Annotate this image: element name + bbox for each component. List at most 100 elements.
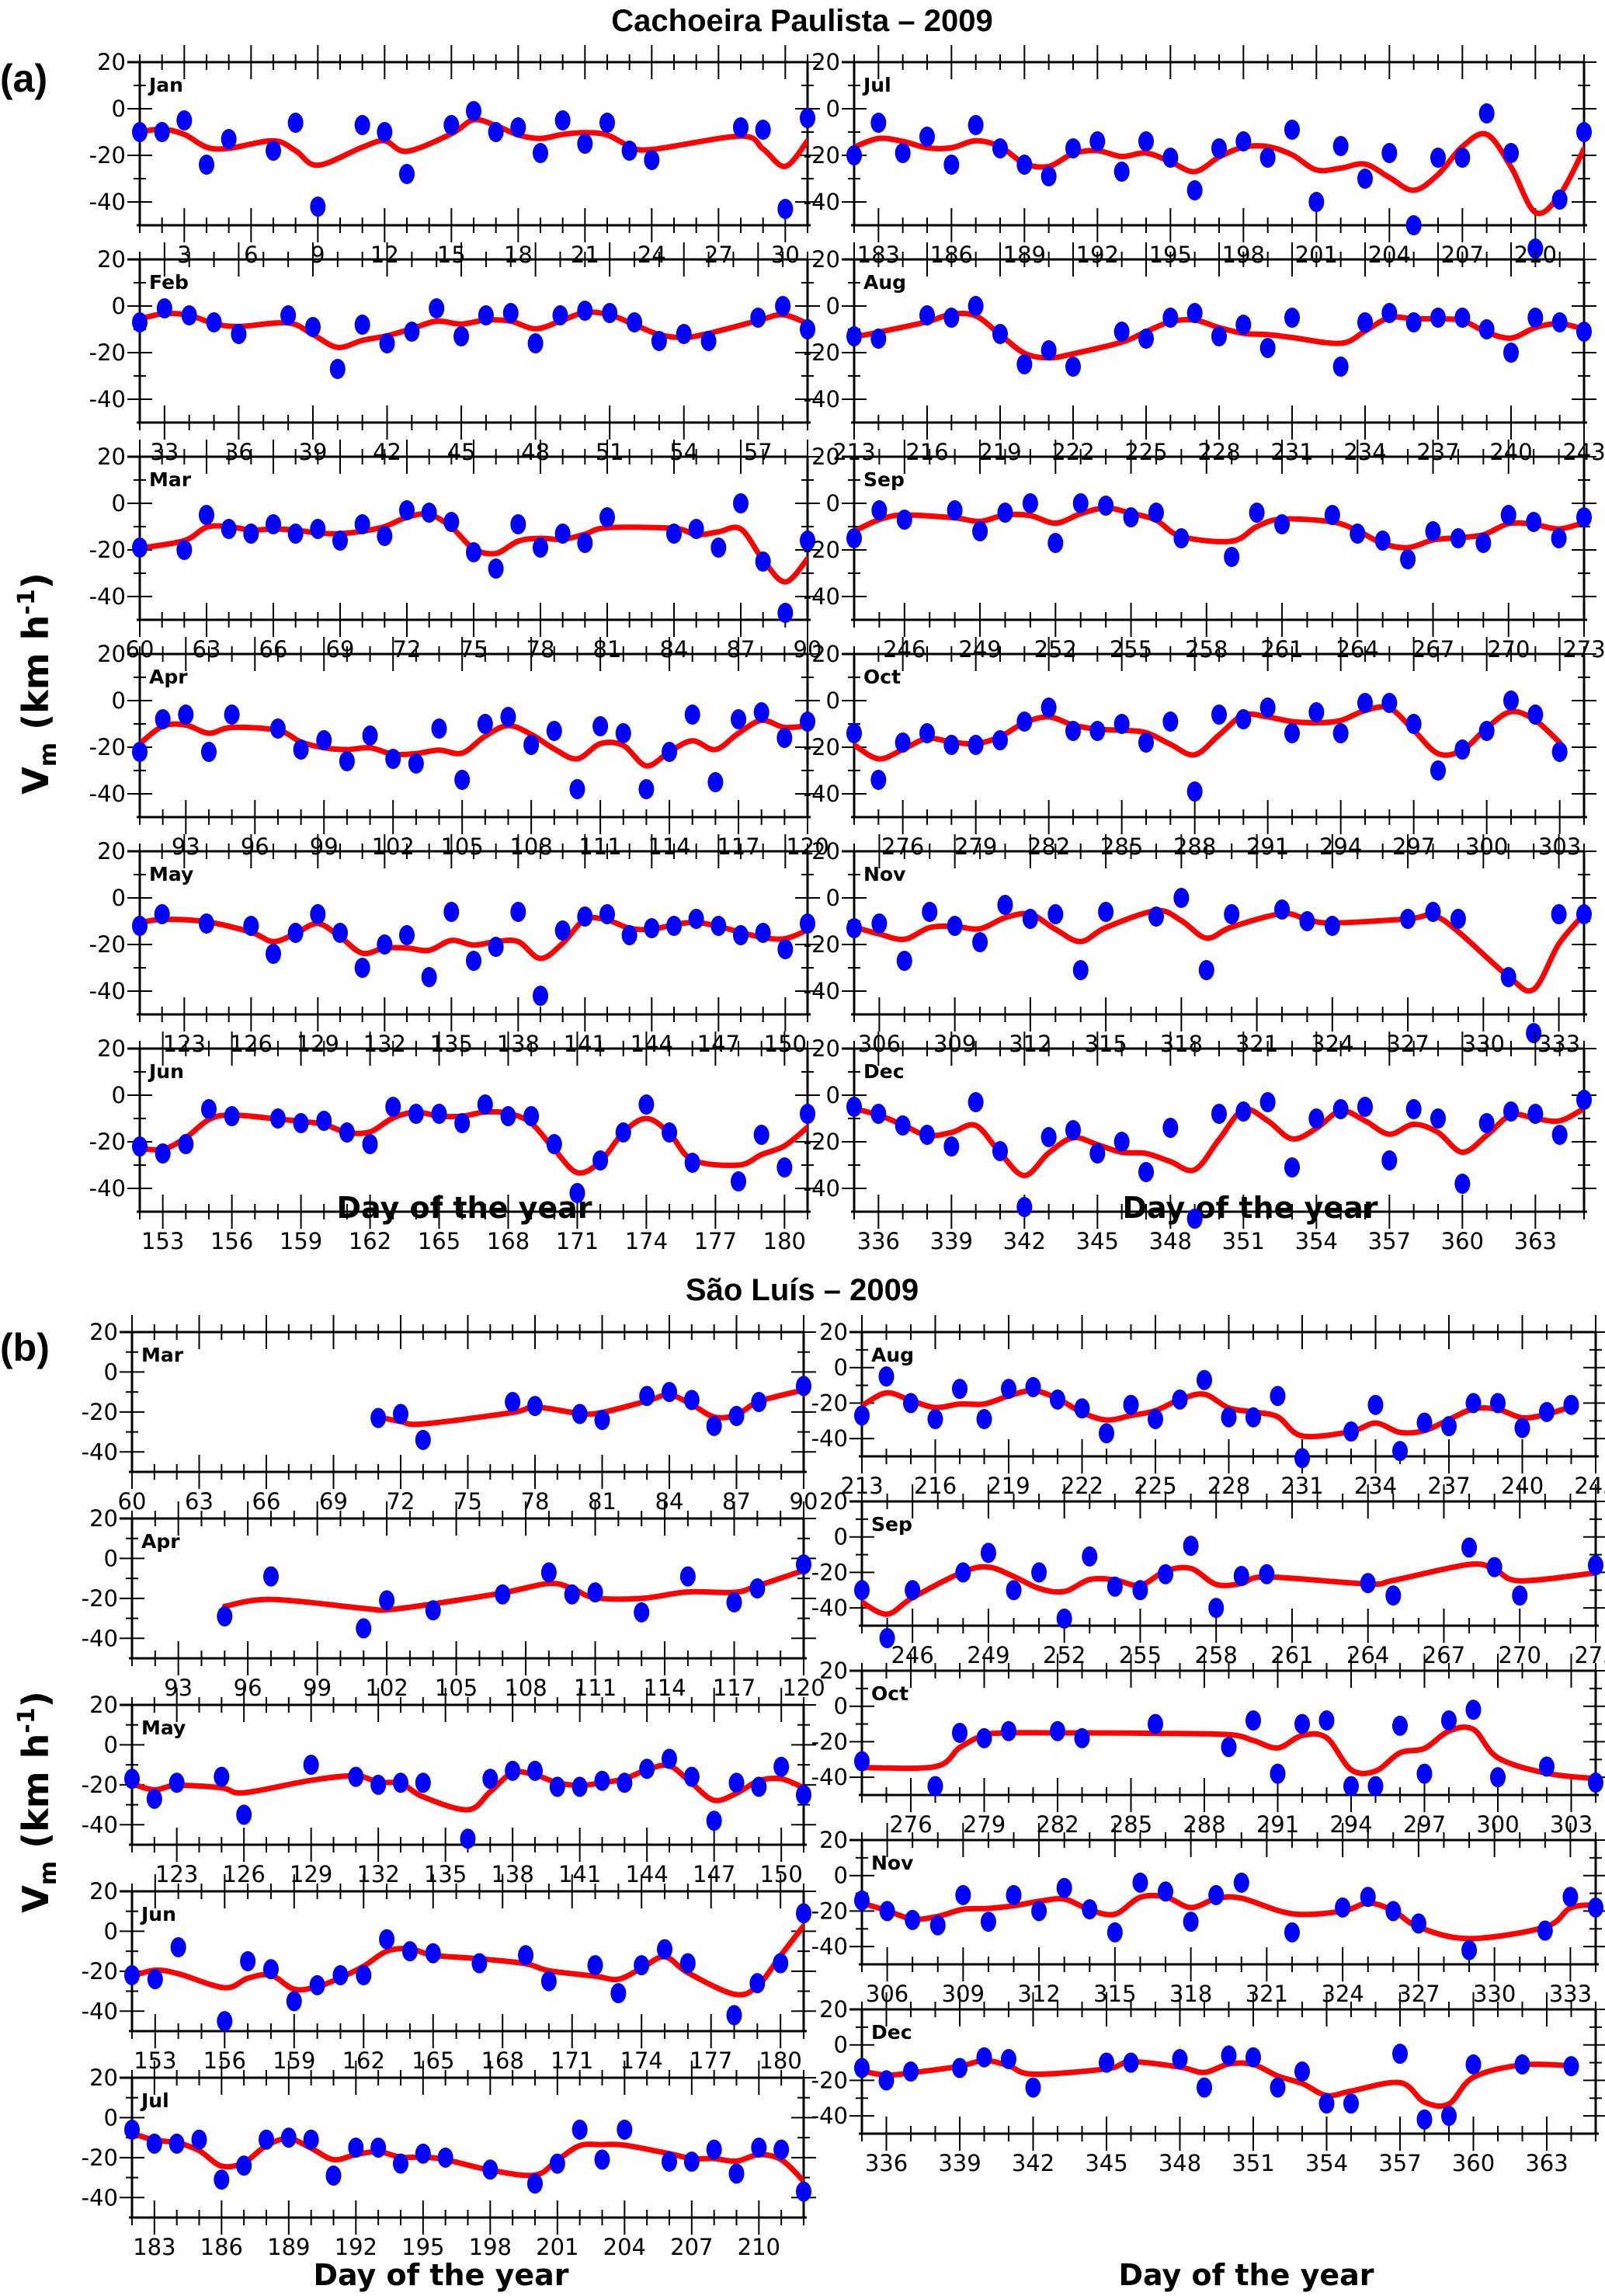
data-point <box>1056 1877 1072 1898</box>
data-point <box>728 1406 745 1426</box>
data-point <box>505 1392 521 1412</box>
data-point <box>1138 1162 1154 1182</box>
data-point <box>1274 514 1291 534</box>
data-point <box>1074 1727 1090 1748</box>
panel-a-oct: 20 0 -20 -40 276 279 282 285 288 291 294 297 300 303 O… <box>804 637 1596 860</box>
data-point <box>1197 2077 1212 2098</box>
data-point <box>379 333 395 353</box>
data-point <box>666 524 682 544</box>
x-tick-label: 123 <box>155 1861 198 1887</box>
x-tick-label: 348 <box>1159 2150 1201 2176</box>
data-point <box>1259 1564 1275 1585</box>
data-point <box>683 1766 700 1787</box>
data-point <box>878 1366 895 1387</box>
data-point <box>592 1150 609 1171</box>
data-point <box>393 2153 408 2174</box>
data-point <box>1539 1756 1555 1777</box>
month-label: Apr <box>149 666 188 688</box>
data-point <box>1072 960 1089 980</box>
y-tick-label: -40 <box>804 583 840 610</box>
data-point <box>1454 739 1471 760</box>
ylabel-close: ) <box>15 572 57 589</box>
data-point <box>896 510 912 530</box>
panel-b-nov: 20 0 -20 -40 306 309 312 315 318 321 324 327 330 333 N… <box>811 1823 1605 2007</box>
data-point <box>404 322 420 342</box>
data-point <box>947 500 963 520</box>
data-point <box>477 1094 493 1115</box>
data-point <box>510 514 526 534</box>
data-point <box>443 902 460 922</box>
x-tick-label: 303 <box>1538 833 1581 860</box>
x-tick-label: 66 <box>259 636 288 663</box>
data-point <box>1465 1393 1482 1414</box>
y-tick-label: 0 <box>104 1358 118 1385</box>
data-point <box>1233 1872 1249 1893</box>
data-point <box>1173 528 1190 548</box>
data-point <box>178 1134 194 1154</box>
data-point <box>700 331 717 351</box>
data-point <box>1475 533 1492 553</box>
x-tick-label: 159 <box>273 2047 315 2074</box>
data-point <box>1478 103 1495 123</box>
y-tick-label: 20 <box>89 2065 118 2091</box>
y-tick-label: -20 <box>89 142 126 169</box>
y-tick-label: 0 <box>112 490 126 517</box>
x-tick-label: 270 <box>1499 1642 1541 1668</box>
data-point <box>1221 1737 1237 1758</box>
data-point <box>1430 760 1446 781</box>
data-point <box>362 725 378 746</box>
data-point <box>132 122 148 142</box>
section-a-xlabel-right: Day of the year <box>1122 1191 1377 1225</box>
x-tick-label: 297 <box>1403 1811 1446 1838</box>
fit-curve <box>862 2058 1574 2110</box>
x-tick-label: 144 <box>631 1031 673 1057</box>
data-point <box>1245 2047 1261 2068</box>
data-point <box>1040 1127 1057 1147</box>
data-point <box>773 1953 789 1974</box>
data-point <box>399 500 415 520</box>
data-point <box>431 718 447 739</box>
x-tick-label: 159 <box>280 1228 322 1254</box>
data-point <box>518 1945 534 1966</box>
data-point <box>895 1115 911 1136</box>
data-point <box>1374 531 1391 551</box>
x-tick-label: 24 <box>637 242 666 268</box>
x-tick-label: 180 <box>759 2047 801 2074</box>
data-point <box>878 2070 895 2091</box>
data-point <box>1132 1580 1148 1601</box>
x-tick-label: 228 <box>1207 1473 1250 1499</box>
x-tick-label: 339 <box>938 2150 981 2176</box>
data-point <box>477 714 493 734</box>
y-tick-label: 0 <box>826 687 840 714</box>
x-tick-label: 363 <box>1514 1228 1557 1254</box>
x-tick-label: 114 <box>643 1675 686 1701</box>
panel-b-jul: 20 0 -20 -40 183 186 189 192 195 198 201 204 207 210 J… <box>82 2061 816 2260</box>
y-tick-label: -40 <box>82 1438 118 1465</box>
x-tick-label: 111 <box>578 833 621 860</box>
data-point <box>1381 1150 1398 1171</box>
data-point <box>952 1723 968 1743</box>
data-point <box>385 749 401 769</box>
data-point <box>1211 326 1227 346</box>
data-point <box>1500 505 1516 525</box>
x-tick-label: 153 <box>141 1228 184 1254</box>
data-point <box>1308 192 1325 212</box>
data-point <box>1235 315 1252 335</box>
data-point <box>895 732 911 753</box>
x-tick-label: 171 <box>556 1228 599 1254</box>
data-point <box>731 709 747 729</box>
data-point <box>1512 1585 1528 1606</box>
data-point <box>155 1143 171 1164</box>
data-point <box>1001 1379 1016 1400</box>
y-tick-label: -40 <box>804 189 840 215</box>
data-point <box>1441 1710 1457 1731</box>
y-tick-label: 20 <box>89 1692 118 1718</box>
data-point <box>293 1113 309 1133</box>
data-point <box>870 113 887 133</box>
data-point <box>466 101 481 121</box>
data-point <box>124 1769 140 1790</box>
data-point <box>1400 909 1416 929</box>
